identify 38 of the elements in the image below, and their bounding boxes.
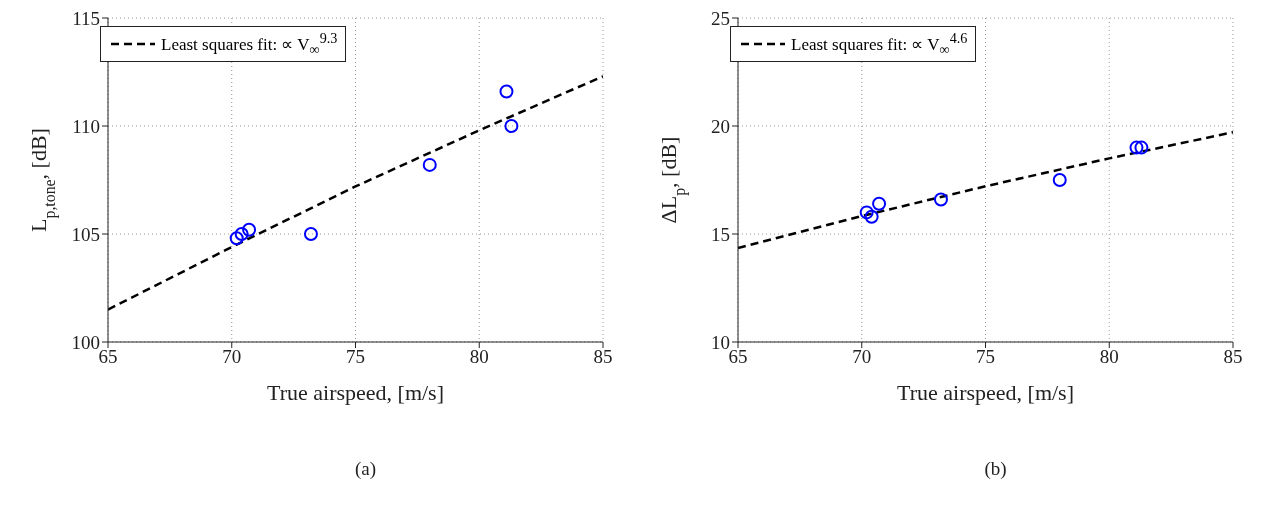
y-tick-label: 110 — [72, 115, 100, 137]
text: (a) — [353, 458, 378, 480]
x-tick-label: 70 — [222, 346, 242, 368]
y-tick-label: 10 — [711, 331, 730, 353]
x-axis-title: True airspeed, [m/s] — [897, 380, 1074, 405]
y-tick-label: 25 — [711, 7, 730, 29]
x-tick-label: 80 — [1099, 346, 1119, 368]
x-tick-label: 75 — [976, 346, 995, 368]
point — [1129, 140, 1144, 155]
x-tick-label: 70 — [852, 346, 872, 368]
x-tick-label: 85 — [593, 346, 613, 368]
point — [859, 205, 874, 220]
point — [864, 209, 879, 224]
point — [229, 231, 244, 246]
point — [933, 192, 948, 207]
x-tick-label: 65 — [98, 346, 118, 368]
y-tick-label: 105 — [71, 223, 100, 245]
y-tick-label: 100 — [71, 331, 100, 353]
point — [242, 222, 257, 237]
point — [504, 119, 519, 133]
point — [1134, 140, 1149, 155]
line-series — [108, 75, 603, 311]
point — [234, 227, 249, 241]
line-series — [738, 131, 1233, 250]
point — [872, 196, 887, 211]
x-tick-label: 80 — [469, 346, 489, 368]
point — [1052, 173, 1067, 187]
x-tick-label: 65 — [728, 346, 748, 368]
text: (b) — [983, 458, 1008, 480]
point — [303, 227, 318, 241]
x-axis-title: True airspeed, [m/s] — [267, 380, 444, 405]
point — [499, 84, 514, 99]
x-tick-label: 85 — [1223, 346, 1243, 368]
y-tick-label: 15 — [711, 223, 730, 245]
x-tick-label: 75 — [346, 346, 365, 368]
y-tick-label: 20 — [711, 115, 730, 137]
point — [422, 157, 437, 172]
y-tick-label: 115 — [72, 7, 100, 29]
